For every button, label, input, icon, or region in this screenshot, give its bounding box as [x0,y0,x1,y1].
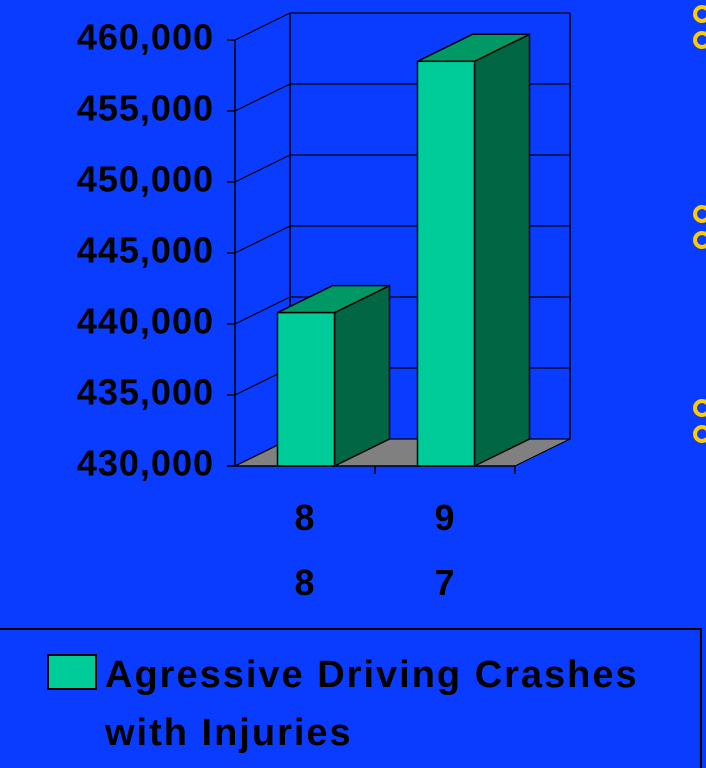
x-tick-label-line: 8 [294,562,315,603]
bar-side [473,33,531,468]
bar [276,311,336,467]
grid-line [234,225,291,254]
y-tick-label: 445,000 [77,230,214,271]
grid-line [234,296,291,325]
y-tick-label: 455,000 [77,88,214,129]
y-tick-label: 460,000 [77,17,214,58]
grid-line [234,83,291,112]
decoration-bullets [693,5,706,443]
bar [416,60,476,467]
legend: Agressive Driving Crashes with Injuries [0,628,702,768]
legend-label: Agressive Driving Crashes with Injuries [105,654,639,754]
y-tick-label: 430,000 [77,443,214,484]
y-tick-label: 450,000 [77,159,214,200]
x-tick-label-line: 9 [434,497,455,538]
legend-swatch [47,654,97,690]
chart: 430,000 435,000 440,000 445,000 450,000 455,0… [77,5,706,603]
y-tick-label: 440,000 [77,301,214,342]
x-tick-label-line: 8 [294,497,315,538]
bar-side [333,284,391,468]
x-tick-label-line: 7 [434,562,455,603]
y-tick-label: 435,000 [77,372,214,413]
grid-line [234,154,291,183]
grid-line [234,12,291,41]
